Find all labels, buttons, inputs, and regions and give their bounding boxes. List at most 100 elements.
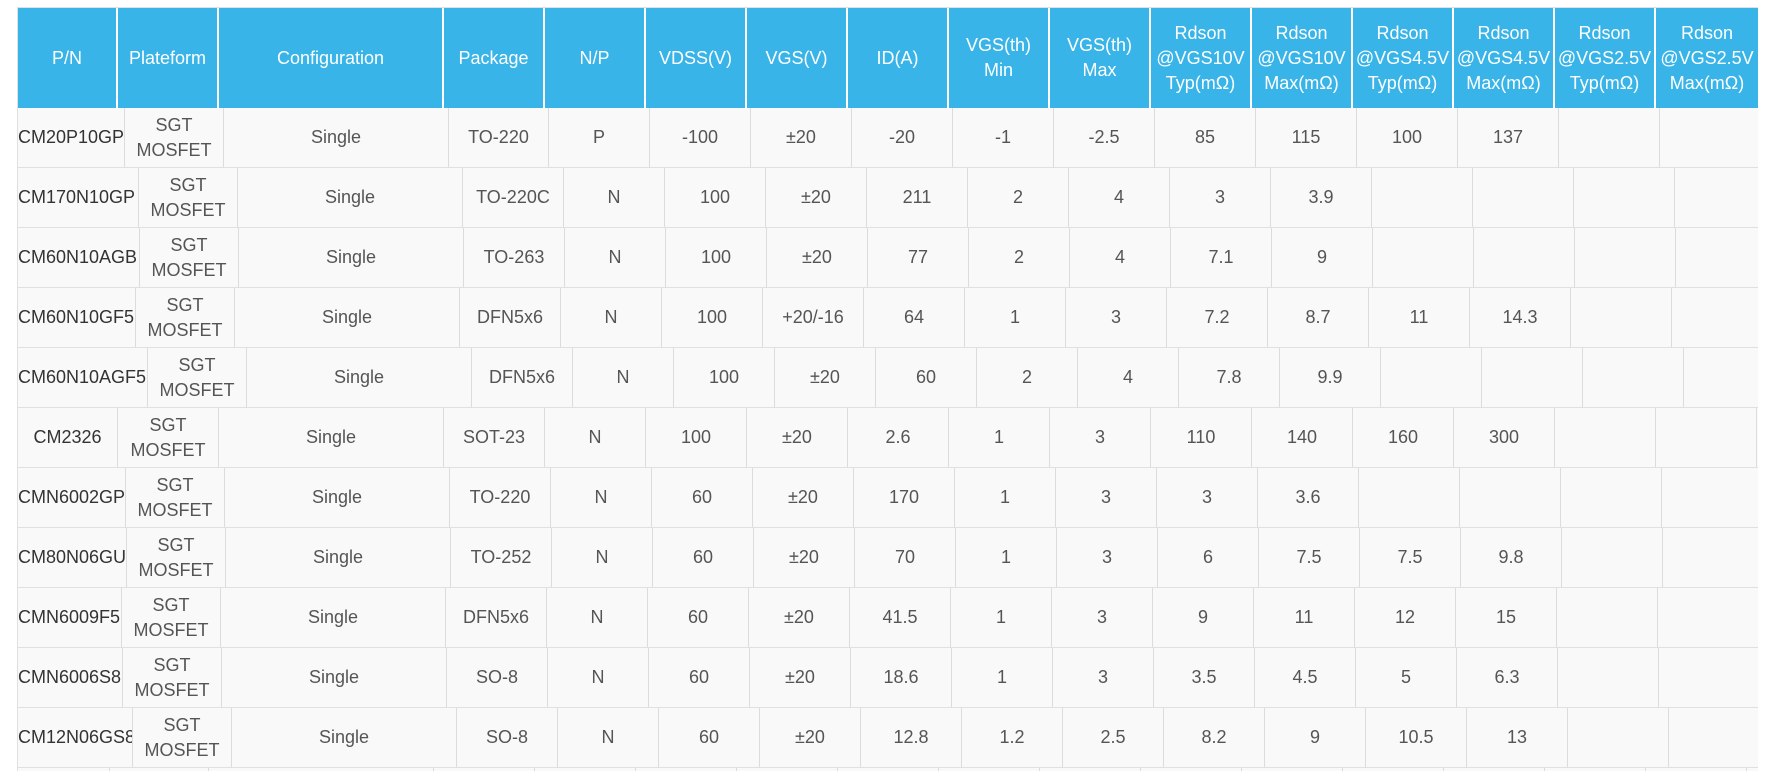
cell-id: 12.8 (861, 708, 962, 767)
cell-rdson-10v-max: 8.7 (1268, 288, 1369, 347)
cell-package: DFN5x6 (472, 348, 573, 407)
header-vgsth-max: VGS(th) Max (1050, 8, 1151, 108)
cell-rdson-10v-typ: 8.2 (1164, 708, 1265, 767)
cell-vgs: ±20 (760, 708, 861, 767)
cell-np: N (565, 228, 666, 287)
cell-pn: CM2326 (18, 408, 118, 467)
cell-vdss: 60 (648, 588, 749, 647)
cell-id: 2.6 (848, 408, 949, 467)
cell-vgsth-min: 2 (977, 348, 1078, 407)
cell-vgsth-max: 3 (1052, 588, 1153, 647)
cell-rdson-45v-max (1473, 168, 1574, 227)
table-body: CM20P10GP SGT MOSFET Single TO-220 P -100 ±20-… (18, 108, 1758, 771)
cell-np: N (552, 528, 653, 587)
cell-configuration: Single (239, 228, 464, 287)
header-id: ID(A) (848, 8, 949, 108)
cell-pn: CM20P10GP (18, 108, 125, 167)
cell-rdson-10v-typ: 3.5 (1154, 648, 1255, 707)
cell-vgs: ±20 (775, 348, 876, 407)
cell-np: N (564, 168, 665, 227)
cell-vdss: 60 (652, 468, 753, 527)
table-header-row: P/N Plateform Configuration Package N/P VDSS(… (18, 8, 1758, 108)
cell-rdson-45v-max: 9.8 (1461, 528, 1562, 587)
cell-rdson-10v-max: 11 (1254, 588, 1355, 647)
header-vdss: VDSS(V) (646, 8, 747, 108)
cell-vdss: 60 (653, 528, 754, 587)
table-row: CM170N10GP SGT MOSFET Single TO-220C N 100 ±20… (18, 168, 1758, 228)
cell-rdson-45v-typ (1372, 168, 1473, 227)
cell-platform: SGT MOSFET (127, 528, 226, 587)
cell-vgsth-min: 1 (956, 528, 1057, 587)
header-vgs: VGS(V) (747, 8, 848, 108)
cell-vgs: ±20 (754, 528, 855, 587)
cell-id: 211 (867, 168, 968, 227)
cell-vdss: 100 (674, 348, 775, 407)
cell-platform: SGT MOSFET (148, 348, 247, 407)
cell-rdson-25v-max (1669, 708, 1758, 767)
cell-vgs: ±20 (750, 648, 851, 707)
cell-rdson-10v-typ: 7.2 (1167, 288, 1268, 347)
cell-rdson-25v-typ (1583, 348, 1684, 407)
cell-vgsth-min: 1.2 (962, 708, 1063, 767)
cell-vgs: ±20 (766, 168, 867, 227)
cell-rdson-25v-max (1663, 528, 1758, 587)
cell-vgsth-min: -1 (953, 108, 1054, 167)
cell-rdson-10v-typ: 6 (1158, 528, 1259, 587)
cell-rdson-25v-typ (1555, 408, 1656, 467)
cell-np: N (548, 648, 649, 707)
cell-rdson-45v-typ: 10.5 (1366, 708, 1467, 767)
cell-rdson-25v-typ (1575, 228, 1676, 287)
cell-rdson-25v-typ (1561, 468, 1662, 527)
cell-platform: SGT MOSFET (136, 288, 235, 347)
cell-rdson-45v-typ (1373, 228, 1474, 287)
table-row: CM2326 SGT MOSFET Single SOT-23 N 100 ±20 2.6 1 3… (18, 408, 1758, 468)
cell-id: -20 (852, 108, 953, 167)
cell-rdson-25v-typ (1571, 288, 1672, 347)
cell-platform: SGT MOSFET (126, 468, 225, 527)
cell-vgsth-max: -2.5 (1054, 108, 1155, 167)
cell-package: TO-263 (464, 228, 565, 287)
cell-rdson-10v-max: 7.5 (1259, 528, 1360, 587)
cell-configuration: Single (235, 288, 460, 347)
cell-rdson-25v-typ (1559, 108, 1660, 167)
cell-rdson-25v-typ (1574, 168, 1675, 227)
cell-rdson-45v-typ: 100 (1357, 108, 1458, 167)
cell-configuration: Single (221, 588, 446, 647)
cell-rdson-45v-max: 137 (1458, 108, 1559, 167)
cell-vgsth-max: 4 (1069, 168, 1170, 227)
cell-platform: SGT MOSFET (125, 108, 224, 167)
cell-vgs: ±20 (747, 408, 848, 467)
cell-rdson-10v-typ: 7.1 (1171, 228, 1272, 287)
cell-platform: SGT MOSFET (118, 408, 219, 467)
cell-platform: SGT MOSFET (123, 648, 222, 707)
cell-np: P (549, 108, 650, 167)
cell-vgsth-min: 1 (955, 468, 1056, 527)
cell-package: SO-8 (447, 648, 548, 707)
cell-vdss: 100 (646, 408, 747, 467)
header-platform: Plateform (118, 8, 219, 108)
cell-rdson-25v-typ (1562, 528, 1663, 587)
cell-id: 18.6 (851, 648, 952, 707)
table-row: CMN6002GP SGT MOSFET Single TO-220 N 60 ±20 170… (18, 468, 1758, 528)
cell-np: N (561, 288, 662, 347)
header-rdson-45v-typ: Rdson @VGS4.5V Typ(mΩ) (1353, 8, 1454, 108)
cell-vgsth-max: 4 (1078, 348, 1179, 407)
cell-vgsth-max: 3 (1056, 468, 1157, 527)
cell-package: TO-252 (451, 528, 552, 587)
table-row: CM80N06GU SGT MOSFET Single TO-252 N 60 ±20 70 1… (18, 528, 1758, 588)
cell-vdss: 60 (659, 708, 760, 767)
cell-rdson-45v-max: 300 (1454, 408, 1555, 467)
cell-vgsth-max: 2.5 (1063, 708, 1164, 767)
cell-vgs: ±20 (753, 468, 854, 527)
cell-id: 41.5 (850, 588, 951, 647)
cell-rdson-10v-max: 115 (1256, 108, 1357, 167)
cell-rdson-10v-max: 3.9 (1271, 168, 1372, 227)
cell-rdson-25v-max (1658, 588, 1758, 647)
cell-rdson-10v-typ: 110 (1151, 408, 1252, 467)
header-rdson-25v-typ: Rdson @VGS2.5V Typ(mΩ) (1555, 8, 1656, 108)
cell-configuration: Single (225, 468, 450, 527)
cell-vgs: ±20 (751, 108, 852, 167)
cell-rdson-10v-typ: 85 (1155, 108, 1256, 167)
cell-vgsth-min: 1 (949, 408, 1050, 467)
cell-vdss: 60 (649, 648, 750, 707)
